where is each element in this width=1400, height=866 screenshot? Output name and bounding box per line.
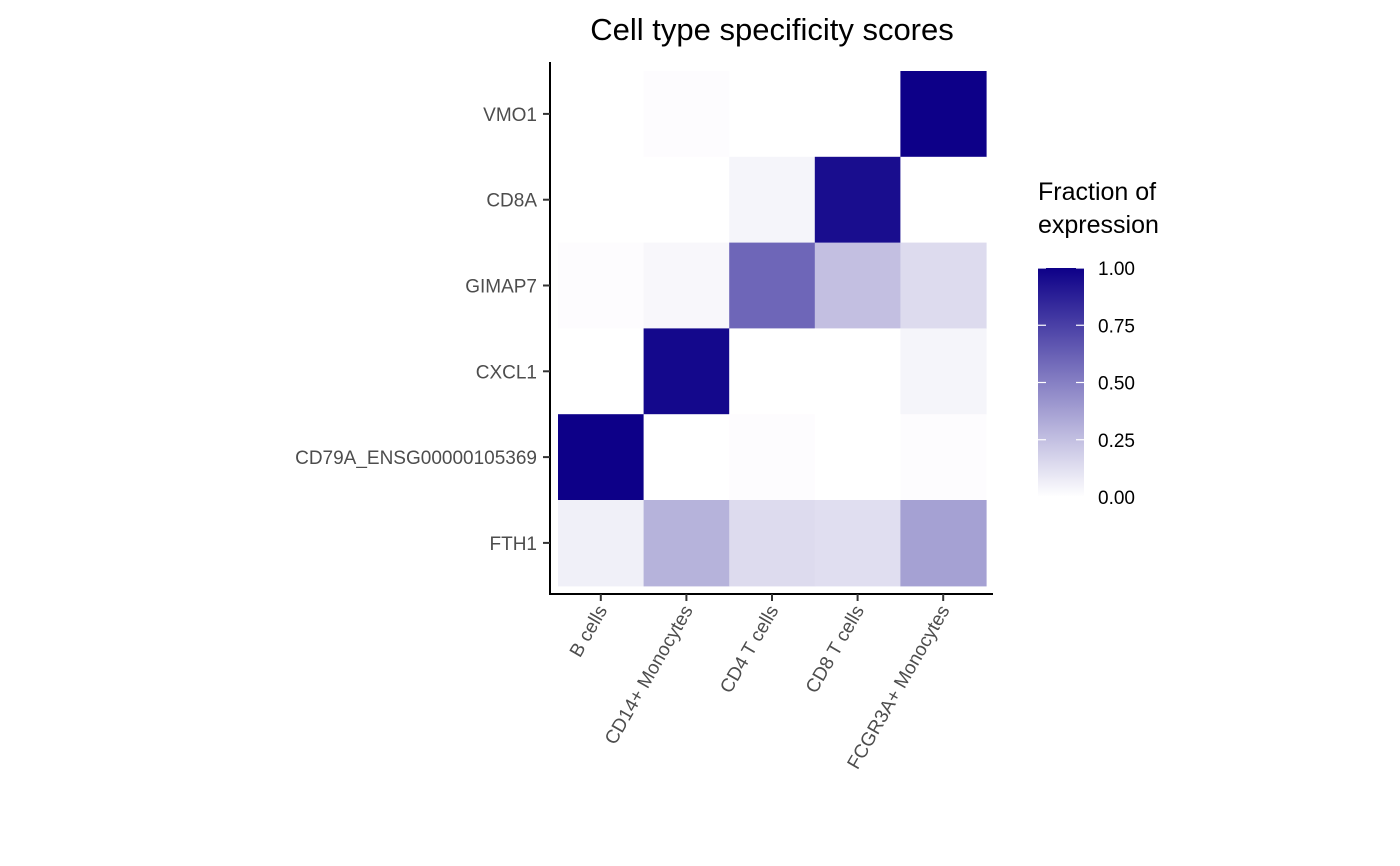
- heatmap-cell: [814, 242, 901, 329]
- heatmap-cell: [729, 156, 816, 244]
- heatmap-cell: [729, 242, 816, 329]
- y-tick-label: CD8A: [486, 191, 537, 212]
- heatmap-cell: [643, 414, 730, 501]
- heatmap-cell: [900, 71, 987, 158]
- y-tick-label: GIMAP7: [465, 277, 537, 298]
- legend-tick-label: 0.25: [1098, 431, 1135, 452]
- heatmap-cell: [814, 414, 901, 501]
- heatmap-cell: [558, 242, 645, 329]
- heatmap-cell: [900, 242, 987, 329]
- y-tick-label: CXCL1: [476, 362, 537, 383]
- heatmap-cell: [729, 414, 816, 501]
- y-tick-label: CD79A_ENSG00000105369: [295, 448, 537, 469]
- heatmap-cell: [558, 500, 645, 587]
- legend-tick-label: 1.00: [1098, 259, 1135, 280]
- heatmap-cell: [643, 71, 730, 158]
- heatmap-cell: [643, 156, 730, 244]
- heatmap-cell: [558, 156, 645, 244]
- heatmap-cell: [558, 328, 645, 415]
- legend-tick-label: 0.50: [1098, 374, 1135, 395]
- x-tick-label: CD14+ Monocytes: [601, 602, 698, 748]
- chart-title: Cell type specificity scores: [590, 12, 954, 47]
- color-legend: Fraction of expression 1.00 0.75 0.50 0.25 0.0…: [1038, 178, 1159, 509]
- legend-title-line: Fraction of: [1038, 178, 1156, 206]
- legend-tick-label: 0.75: [1098, 316, 1135, 337]
- heatmap-cell: [814, 156, 901, 244]
- x-tick-label: FCGR3A+ Monocytes: [844, 602, 955, 773]
- heatmap-cell: [814, 328, 901, 415]
- heatmap-cell: [814, 71, 901, 158]
- heatmap-cell: [643, 242, 730, 329]
- x-tick-label: CD8 T cells: [802, 602, 869, 697]
- heatmap-cell: [558, 71, 645, 158]
- heatmap-cell: [729, 328, 816, 415]
- heatmap-cell: [558, 414, 645, 501]
- heatmap-cell: [900, 156, 987, 244]
- y-tick-label: FTH1: [490, 534, 538, 555]
- heatmap-cell: [643, 328, 730, 415]
- heatmap-cell: [729, 71, 816, 158]
- heatmap-cell: [643, 500, 730, 587]
- legend-tick-label: 0.00: [1098, 488, 1135, 509]
- y-axis-ticks: VMO1 CD8A GIMAP7 CXCL1 CD79A_ENSG00000105369…: [295, 105, 550, 555]
- heatmap-cell: [729, 500, 816, 587]
- heatmap-cell: [900, 500, 987, 587]
- heatmap-cells: [558, 71, 987, 587]
- heatmap-cell: [900, 328, 987, 415]
- y-tick-label: VMO1: [483, 105, 537, 126]
- x-tick-label: B cells: [566, 602, 612, 661]
- heatmap-cell: [900, 414, 987, 501]
- legend-title-line: expression: [1038, 211, 1159, 239]
- heatmap-cell: [814, 500, 901, 587]
- x-tick-label: CD4 T cells: [716, 602, 783, 697]
